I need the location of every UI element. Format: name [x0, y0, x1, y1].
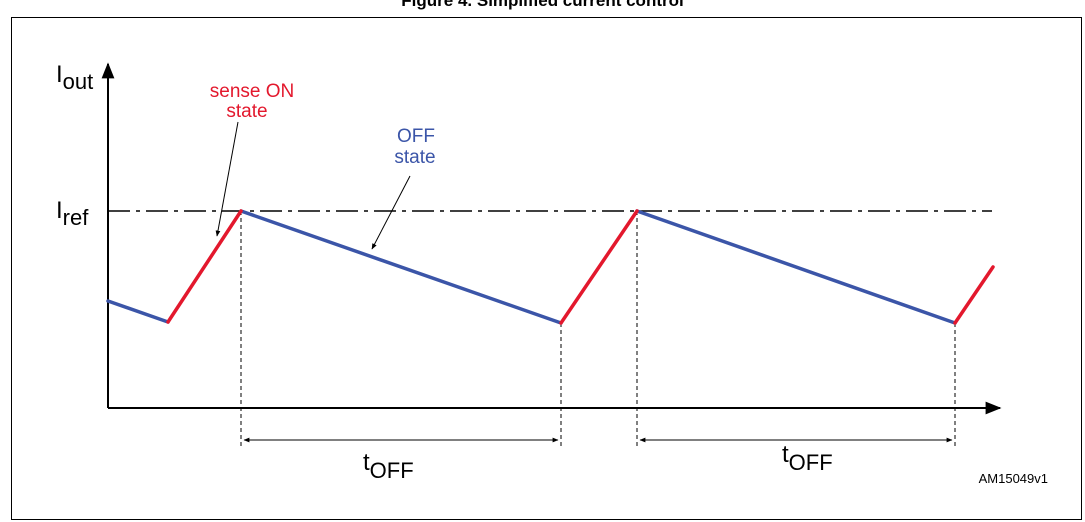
on-state-label-line1: sense ON	[210, 81, 294, 102]
off-state-segments	[106, 209, 957, 325]
on-state-label-line2: state	[226, 101, 267, 122]
figure-title: Figure 4. Simplified current control	[401, 0, 684, 10]
y-axis-label: Iout	[56, 61, 93, 94]
toff-label-2: tOFF	[782, 441, 833, 475]
on-state-segments	[166, 209, 995, 325]
toff-label-1: tOFF	[363, 449, 414, 483]
on-state-pointer	[215, 121, 239, 237]
reference-label: Iref	[56, 197, 89, 230]
figure-frame	[11, 17, 1082, 520]
figure-id: AM15049v1	[979, 471, 1048, 486]
off-state-pointer	[371, 175, 411, 250]
off-state-label-line1: OFF	[397, 126, 435, 147]
off-state-label-line2: state	[394, 147, 435, 168]
figure-title-strip: Figure 4. Simplified current control	[0, 0, 1085, 12]
